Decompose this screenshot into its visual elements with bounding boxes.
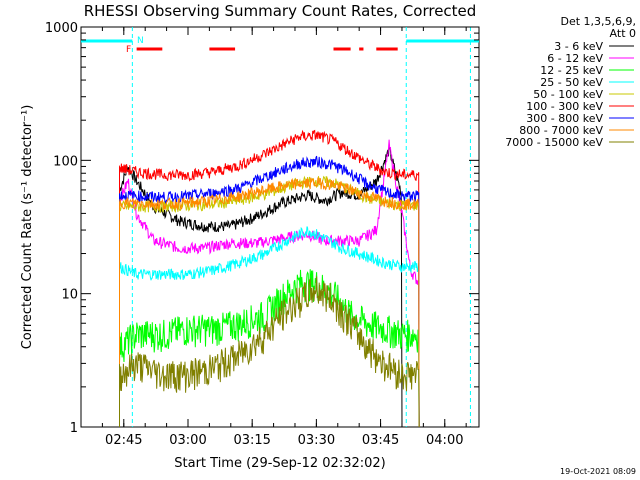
legend-entry-label: 3 - 6 keV bbox=[554, 40, 603, 53]
series-line-1 bbox=[119, 139, 420, 428]
legend-entry-label: 300 - 800 keV bbox=[526, 112, 603, 125]
series-line-0 bbox=[119, 144, 403, 428]
legend-entry-label: 12 - 25 keV bbox=[540, 64, 603, 77]
legend-entry-label: 6 - 12 keV bbox=[547, 52, 603, 65]
x-tick-label: 03:00 bbox=[169, 433, 206, 448]
flag-label: F bbox=[126, 45, 131, 55]
footer-date: 19-Oct-2021 08:09 bbox=[560, 467, 636, 476]
series-line-8 bbox=[119, 276, 420, 428]
legend-entry-label: 800 - 7000 keV bbox=[519, 124, 603, 137]
flag-bars: FN bbox=[81, 27, 479, 427]
x-tick-label: 03:15 bbox=[233, 433, 270, 448]
x-tick-label: 04:00 bbox=[426, 433, 463, 448]
x-tick-label: 03:30 bbox=[298, 433, 335, 448]
x-axis-label: Start Time (29-Sep-12 02:32:02) bbox=[174, 456, 385, 471]
plot-frame bbox=[80, 26, 480, 428]
series-line-6 bbox=[119, 155, 420, 428]
legend-entry-label: 100 - 300 keV bbox=[526, 100, 603, 113]
flag-label: N bbox=[137, 36, 144, 46]
x-tick-label: 03:45 bbox=[362, 433, 399, 448]
y-tick-label: 1000 bbox=[45, 21, 78, 36]
y-tick-label: 100 bbox=[53, 154, 78, 169]
y-tick-label: 1 bbox=[70, 421, 78, 436]
legend-header-line: Det 1,3,5,6,9, bbox=[560, 15, 636, 28]
legend-entry-label: 50 - 100 keV bbox=[533, 88, 603, 101]
legend-header-line: Att 0 bbox=[610, 27, 636, 40]
y-tick-label: 10 bbox=[61, 288, 78, 303]
x-tick-label: 02:45 bbox=[105, 433, 142, 448]
axes: 02:45 03:00 03:15 03:30 03:45 04:00 1 10 100 1000 bbox=[45, 21, 479, 448]
chart-title: RHESSI Observing Summary Count Rates, Co… bbox=[84, 2, 477, 20]
series-line-3 bbox=[119, 226, 420, 428]
series-lines bbox=[119, 129, 420, 428]
legend-entry-label: 25 - 50 keV bbox=[540, 76, 603, 89]
series-line-7 bbox=[119, 177, 420, 428]
y-axis-label: Corrected Count Rate (s⁻¹ detector⁻¹) bbox=[20, 105, 35, 350]
series-line-5 bbox=[119, 129, 420, 428]
series-line-2 bbox=[119, 269, 420, 428]
legend-entry-label: 7000 - 15000 keV bbox=[505, 136, 603, 149]
